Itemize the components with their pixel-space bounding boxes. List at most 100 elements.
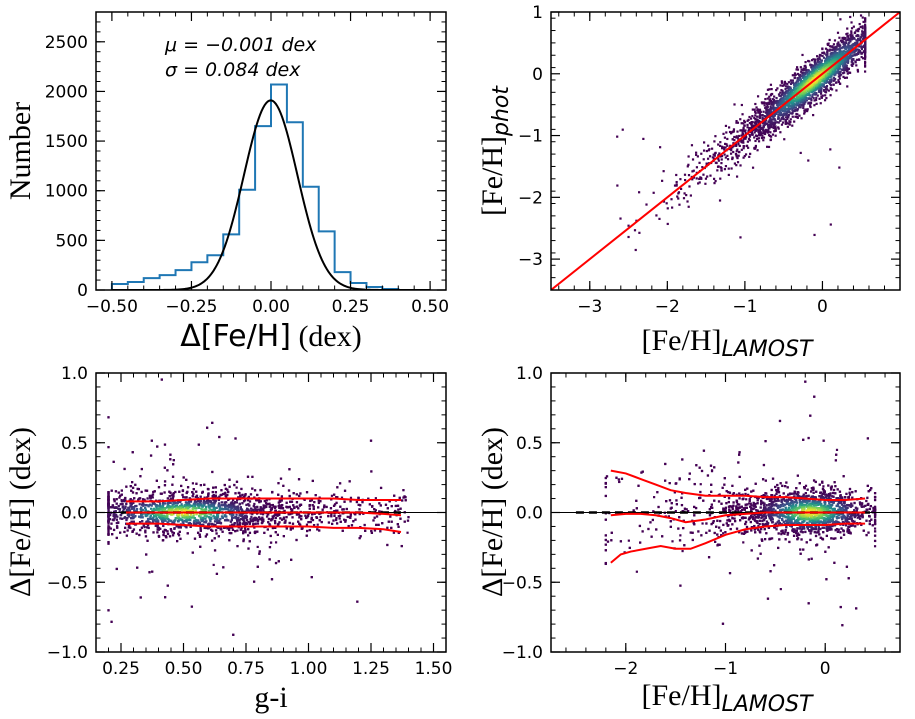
scatter-point (777, 121, 780, 124)
scatter-point (780, 116, 784, 120)
scatter-point (706, 157, 710, 160)
scatter-point (258, 552, 261, 555)
scatter-point (801, 53, 804, 57)
scatter-point (751, 108, 754, 111)
scatter-point (295, 505, 299, 508)
scatter-point (801, 101, 804, 104)
scatter-point (821, 64, 824, 67)
scatter-point (256, 522, 260, 525)
scatter-point (841, 64, 845, 67)
scatter-point (766, 103, 769, 107)
scatter-point (157, 486, 161, 489)
scatter-point (333, 503, 337, 506)
scatter-point (164, 596, 167, 599)
scatter-point (803, 74, 806, 77)
scatter-point (333, 510, 336, 513)
scatter-point (250, 507, 253, 510)
scatter-point (774, 134, 777, 137)
scatter-point (736, 136, 739, 139)
scatter-point (821, 94, 824, 97)
scatter-point (203, 496, 206, 499)
scatter-point (783, 80, 787, 83)
scatter-point (749, 117, 753, 120)
scatter-point (682, 197, 686, 200)
scatter-point (864, 60, 867, 63)
scatter-point (281, 507, 285, 510)
scatter-point (791, 74, 794, 77)
x-tick-label: 0.25 (332, 297, 370, 317)
scatter-point (378, 502, 381, 505)
scatter-point (750, 126, 753, 129)
scatter-point (269, 541, 273, 544)
scatter-point (804, 64, 807, 67)
scatter-point (816, 94, 819, 97)
scatter-point (800, 70, 803, 73)
scatter-point (265, 501, 268, 505)
scatter-point (370, 470, 373, 473)
scatter-point (770, 118, 773, 121)
scatter-point (199, 523, 203, 527)
scatter-point (140, 526, 144, 529)
scatter-point (125, 534, 129, 537)
scatter-point (268, 546, 272, 549)
scatter-point (717, 165, 720, 168)
scatter-point (753, 131, 756, 134)
scatter-point (271, 516, 275, 519)
scatter-point (854, 48, 857, 51)
scatter-point (829, 79, 832, 82)
scatter-point (723, 168, 727, 171)
scatter-point (115, 567, 118, 571)
scatter-point (407, 516, 410, 519)
scatter-point (793, 99, 796, 102)
scatter-point (698, 161, 701, 164)
scatter-point (212, 486, 215, 489)
scatter-point (758, 116, 762, 120)
scatter-point (210, 522, 214, 526)
scatter-point (123, 516, 127, 519)
scatter-point (251, 520, 255, 523)
scatter-point (748, 115, 751, 119)
scatter-point (729, 132, 733, 135)
scatter-point (634, 248, 637, 252)
scatter-point (782, 96, 785, 99)
scatter-point (281, 503, 284, 507)
scatter-point (113, 515, 116, 518)
scatter-point (818, 58, 822, 61)
scatter-point (835, 70, 838, 74)
scatter-point (805, 96, 808, 100)
scatter-point (288, 505, 291, 509)
scatter-point (773, 95, 776, 98)
scatter-point (754, 121, 757, 124)
x-axis-title-prefix: Δ[Fe/H] (180, 319, 291, 354)
scatter-point (740, 122, 743, 125)
scatter-point (662, 200, 666, 203)
scatter-point (235, 480, 239, 483)
scatter-point (241, 493, 244, 497)
plot-area (551, 12, 900, 290)
scatter-point (759, 110, 762, 114)
scatter-point (735, 164, 738, 167)
scatter-point (786, 82, 789, 86)
scatter-point (687, 163, 690, 166)
scatter-point (800, 104, 803, 107)
scatter-point (840, 68, 843, 71)
scatter-point (135, 492, 138, 495)
scatter-point (234, 492, 237, 495)
scatter-point (786, 85, 789, 88)
scatter-point (747, 130, 750, 133)
scatter-point (327, 515, 330, 518)
scatter-point (829, 223, 832, 226)
scatter-point (836, 31, 840, 34)
scatter-point (236, 529, 239, 532)
scatter-point (120, 499, 123, 502)
scatter-point (248, 521, 252, 524)
scatter-point (124, 526, 127, 529)
scatter-point (723, 153, 726, 156)
scatter-point (862, 20, 865, 24)
scatter-point (225, 495, 228, 499)
scatter-point (837, 68, 840, 71)
scatter-point (730, 147, 733, 150)
scatter-point (742, 133, 745, 136)
scatter-point (838, 82, 842, 85)
scatter-point (223, 483, 226, 487)
